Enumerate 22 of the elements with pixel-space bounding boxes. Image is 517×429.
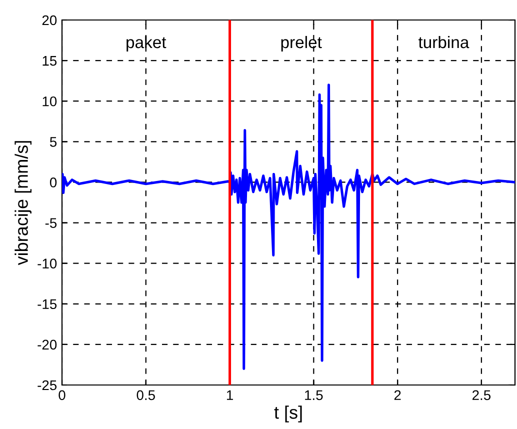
annotation: turbina xyxy=(418,36,470,48)
y-axis-title: vibracije [mm/s] xyxy=(14,141,32,266)
annotation: prelet xyxy=(281,36,322,52)
y-tick-label: -5 xyxy=(45,218,57,228)
y-tick-label: -20 xyxy=(38,340,57,350)
x-tick-label: 1.5 xyxy=(305,390,323,400)
x-tick-label: 2 xyxy=(394,390,401,400)
annotation: paket xyxy=(126,36,166,52)
y-tick-label: -25 xyxy=(38,380,57,390)
y-tick-label: 0 xyxy=(50,178,57,188)
y-tick-label: -10 xyxy=(38,258,57,269)
x-tick-label: 1 xyxy=(226,390,233,400)
x-tick-label: 0.5 xyxy=(136,390,155,400)
y-tick-label: 10 xyxy=(42,96,57,106)
x-tick-label: 2.5 xyxy=(472,390,491,400)
y-tick-label: 20 xyxy=(42,15,57,26)
y-tick-label: 5 xyxy=(50,137,57,147)
x-axis-title: t [s] xyxy=(274,406,302,422)
y-tick-label: -15 xyxy=(38,299,57,310)
y-tick-label: 15 xyxy=(42,56,57,66)
x-tick-label: 0 xyxy=(58,390,66,400)
line-series xyxy=(62,84,515,370)
